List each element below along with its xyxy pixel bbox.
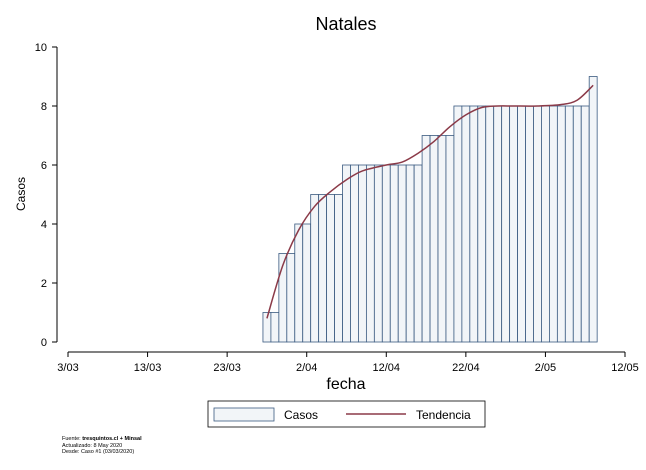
bar	[556, 105, 566, 343]
bar	[525, 105, 534, 343]
legend-label-tendencia: Tendencia	[416, 408, 471, 422]
bar	[493, 105, 503, 343]
bar	[334, 194, 343, 343]
bar	[541, 105, 550, 343]
bar	[549, 105, 558, 343]
bar	[485, 105, 495, 343]
x-axis-label: fecha	[326, 376, 365, 393]
bar	[365, 164, 375, 343]
bar	[564, 105, 574, 343]
x-tick-label: 23/03	[213, 362, 241, 374]
bar	[310, 194, 320, 343]
y-tick-label: 2	[41, 278, 47, 290]
bar	[326, 194, 335, 343]
y-tick-label: 6	[41, 160, 47, 172]
bar	[358, 164, 367, 343]
bar	[342, 164, 351, 343]
x-tick-label: 22/04	[452, 362, 480, 374]
trend-line	[266, 84, 594, 319]
bar	[588, 76, 598, 343]
bar	[533, 105, 542, 343]
legend-label-casos: Casos	[284, 408, 318, 422]
y-tick-label: 4	[41, 219, 47, 231]
bar	[429, 135, 439, 343]
y-tick-label: 10	[35, 42, 47, 54]
bar	[302, 223, 312, 343]
bar	[453, 105, 463, 343]
bar	[572, 105, 582, 343]
x-tick-label: 3/03	[57, 362, 78, 374]
bar	[397, 164, 407, 343]
bar	[294, 223, 304, 343]
source-line: Fuente: tresquintos.cl + Minsal	[62, 436, 142, 442]
x-tick-label: 12/04	[373, 362, 401, 374]
updated-line: Actualizado: 8 May 2020	[62, 442, 123, 449]
y-tick-label: 8	[41, 101, 47, 113]
x-tick-label: 2/05	[535, 362, 556, 374]
bar	[421, 135, 431, 343]
bar	[517, 105, 526, 343]
bar	[469, 105, 479, 343]
y-axis-label: Casos	[14, 177, 28, 211]
bar	[445, 135, 455, 343]
bar	[270, 312, 280, 343]
y-axis: 0 2 4 6 8 10	[35, 42, 58, 349]
bar	[350, 164, 359, 343]
bar	[509, 105, 518, 343]
bar	[413, 164, 423, 343]
legend: Casos Tendencia	[207, 400, 486, 428]
legend-swatch-casos	[213, 407, 275, 422]
bar	[286, 253, 296, 343]
since-line: Desde: Caso #1 (03/03/2020)	[62, 449, 135, 456]
x-tick-label: 2/04	[296, 362, 317, 374]
x-axis: 3/03 13/03 23/03 2/04 12/04 22/04 2/05 12/05	[57, 351, 639, 374]
bar	[477, 105, 487, 343]
bar	[461, 105, 471, 343]
bar	[501, 105, 511, 343]
x-tick-label: 13/03	[134, 362, 162, 374]
y-tick-label: 0	[41, 337, 47, 349]
x-tick-label: 12/05	[611, 362, 639, 374]
bar	[580, 105, 590, 343]
source-note: Fuente: tresquintos.cl + Minsal Actualiz…	[62, 436, 142, 456]
bar	[437, 135, 447, 343]
bar	[373, 164, 383, 343]
bar	[381, 164, 391, 343]
bars-group	[262, 76, 598, 343]
bar	[318, 194, 328, 343]
bar	[405, 164, 415, 343]
chart-title: Natales	[315, 14, 376, 34]
trend-group	[266, 84, 594, 319]
bar	[389, 164, 399, 343]
